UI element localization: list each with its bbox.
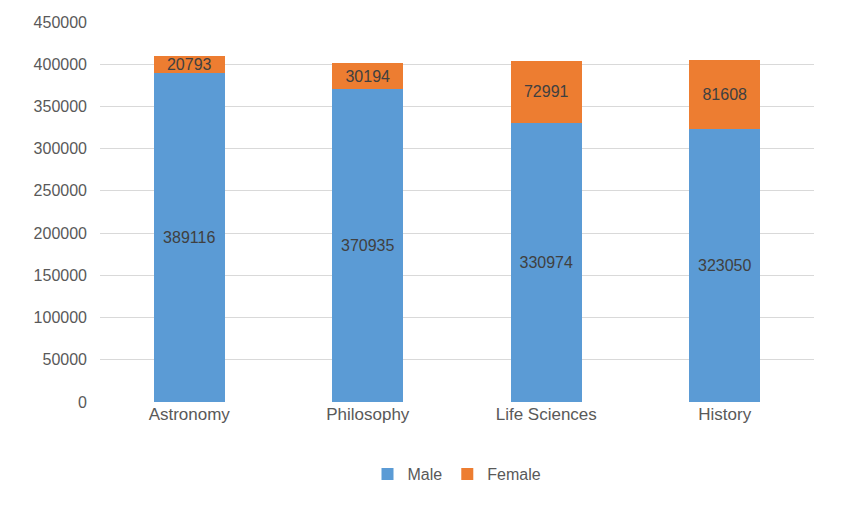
svg-text:0: 0 <box>78 394 87 411</box>
svg-text:300000: 300000 <box>34 140 87 157</box>
svg-text:72991: 72991 <box>524 83 569 100</box>
svg-text:Life Sciences: Life Sciences <box>496 405 597 424</box>
svg-text:450000: 450000 <box>34 14 87 31</box>
svg-text:150000: 150000 <box>34 267 87 284</box>
svg-text:389116: 389116 <box>163 229 215 246</box>
svg-text:History: History <box>698 405 751 424</box>
svg-text:30194: 30194 <box>345 68 390 85</box>
svg-text:20793: 20793 <box>167 56 212 73</box>
svg-text:323050: 323050 <box>698 257 751 274</box>
svg-text:370935: 370935 <box>341 237 394 254</box>
svg-text:Female: Female <box>487 466 540 483</box>
svg-text:81608: 81608 <box>702 86 747 103</box>
svg-text:350000: 350000 <box>34 98 87 115</box>
svg-text:330974: 330974 <box>520 254 573 271</box>
svg-text:Astronomy: Astronomy <box>149 405 231 424</box>
svg-text:50000: 50000 <box>43 351 88 368</box>
svg-text:400000: 400000 <box>34 56 87 73</box>
svg-text:100000: 100000 <box>34 309 87 326</box>
svg-text:Male: Male <box>408 466 443 483</box>
svg-text:200000: 200000 <box>34 225 87 242</box>
svg-text:250000: 250000 <box>34 182 87 199</box>
svg-text:Philosophy: Philosophy <box>326 405 410 424</box>
